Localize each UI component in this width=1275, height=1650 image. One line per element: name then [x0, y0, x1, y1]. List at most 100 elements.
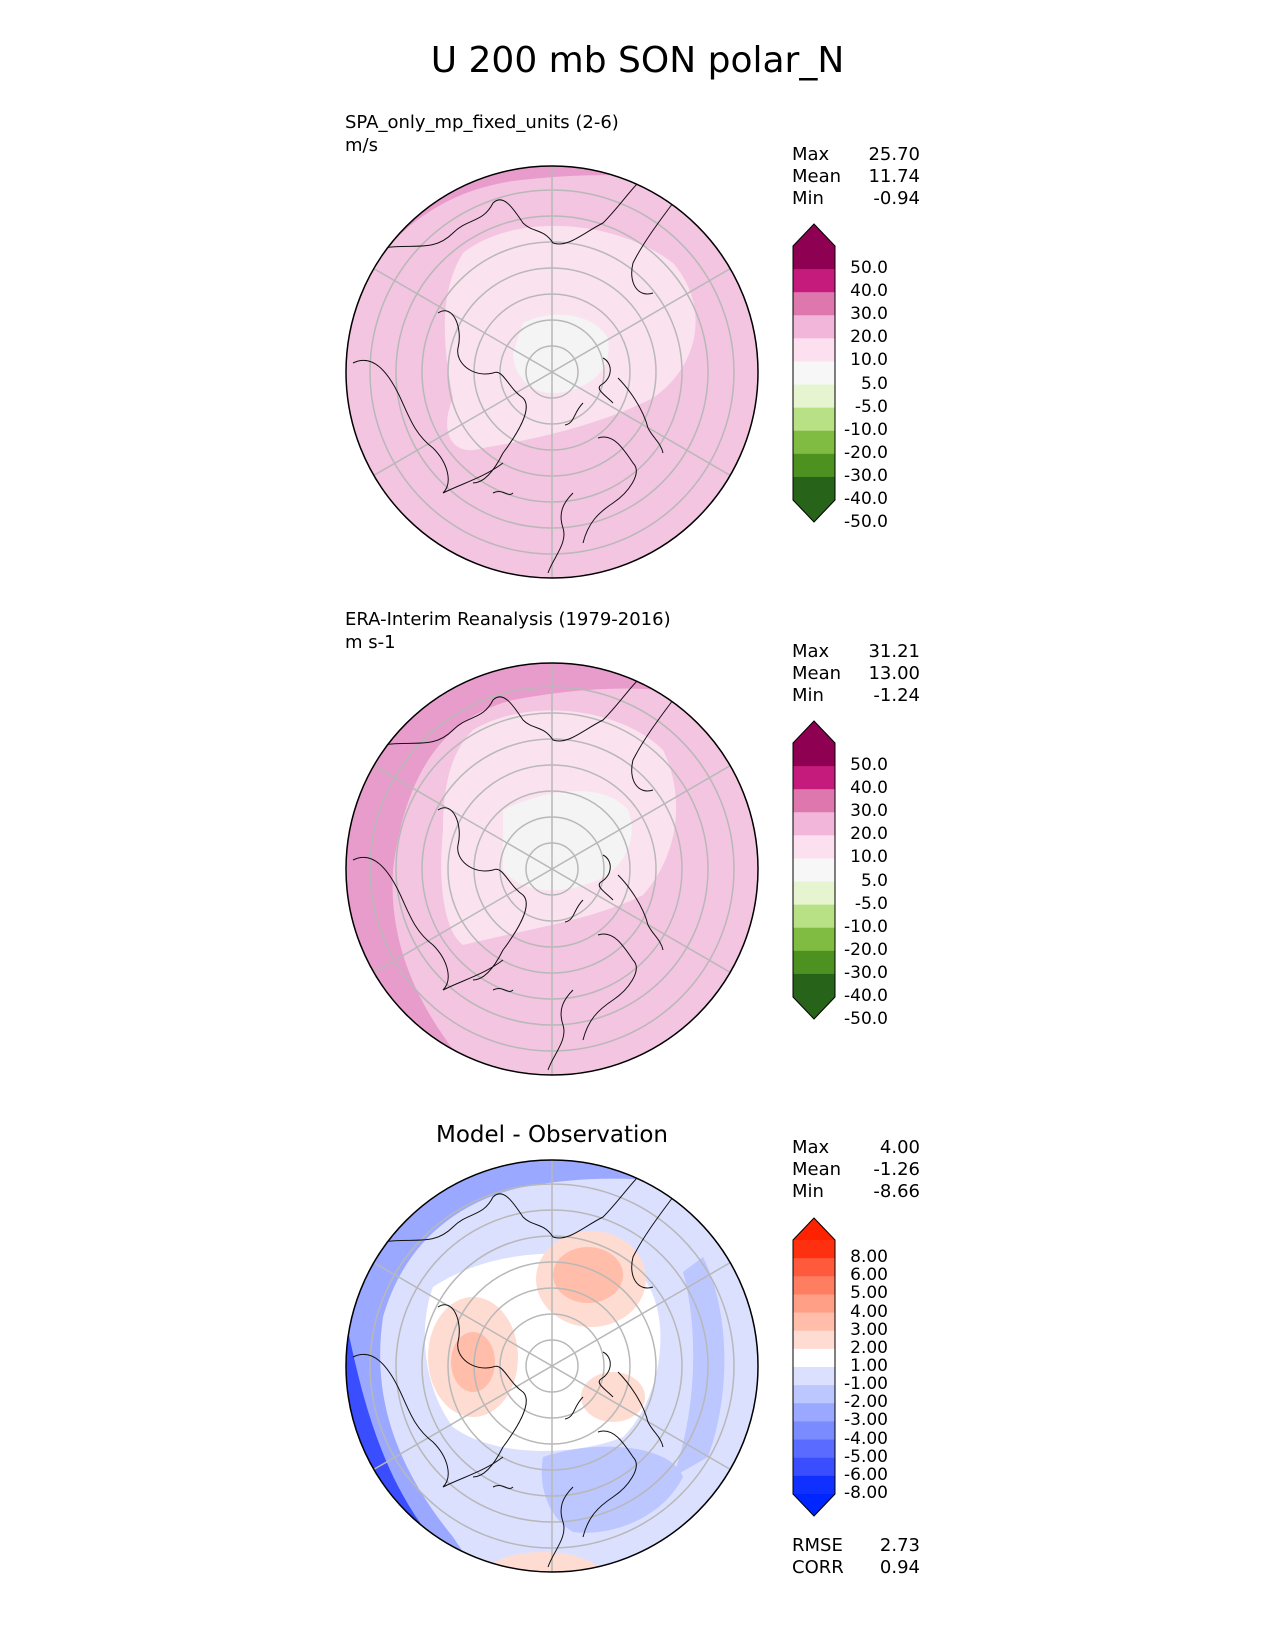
colorbar-tick-label: 5.0	[860, 373, 888, 394]
colorbar-segment	[793, 315, 835, 339]
panel3-stats: Max 4.00 Mean -1.26 Min -8.66	[792, 1137, 920, 1203]
stat-min-value: -1.24	[873, 685, 920, 706]
colorbar-tick-label: -5.0	[854, 396, 888, 417]
colorbar-segment	[793, 430, 835, 455]
stat-mean-label: Mean	[792, 663, 842, 684]
colorbar-segment	[793, 1330, 835, 1350]
colorbar-segment	[793, 904, 835, 929]
colorbar-tick-label: 5.00	[850, 1283, 888, 1304]
colorbar-tick-label: 40.0	[850, 281, 888, 302]
colorbar-outline	[792, 1217, 836, 1517]
panel1-polar-map	[345, 165, 759, 579]
colorbar-segment	[793, 269, 835, 293]
corr-value: 0.94	[879, 1557, 920, 1578]
field-band-near-zero	[503, 791, 632, 891]
colorbar-segment	[793, 338, 835, 362]
colorbar-segment	[793, 407, 835, 432]
coastlines	[352, 1176, 674, 1568]
panel3-title: Model - Observation	[435, 1122, 669, 1148]
colorbar-tick-label: -6.00	[844, 1464, 888, 1485]
colorbar-segment	[793, 1385, 835, 1404]
colorbar-tick-label: 5.0	[860, 870, 888, 891]
colorbar-segment	[793, 950, 835, 975]
diff-band-minus2-minus3	[673, 1257, 725, 1477]
colorbar-segment	[793, 789, 835, 813]
colorbar-segment	[793, 927, 835, 952]
colorbar-tick-label: 8.00	[850, 1247, 888, 1268]
map-boundary	[345, 165, 759, 579]
colorbar-tick-label: -5.00	[844, 1446, 888, 1467]
colorbar-tick-label: 20.0	[850, 327, 888, 348]
colorbar-segment	[793, 292, 835, 316]
coastlines	[352, 679, 674, 1071]
colorbar-tick-label: 30.0	[850, 304, 888, 325]
colorbar-tick-label: -1.00	[844, 1374, 888, 1395]
diff-band-2-3	[553, 1247, 623, 1303]
colorbar-tick-label: -30.0	[844, 465, 888, 486]
field-band-near-zero	[513, 314, 609, 394]
colorbar-tick-label: -50.0	[844, 512, 888, 533]
colorbar-tick-label: -10.0	[844, 916, 888, 937]
coastlines	[352, 182, 674, 574]
colorbar-segment	[793, 743, 835, 767]
colorbar-tick-label: 1.00	[850, 1356, 888, 1376]
colorbar-extend-high	[793, 721, 835, 743]
diff-band-minus2-minus3	[541, 1446, 683, 1533]
stat-min-value: -0.94	[873, 188, 920, 209]
colorbar-segment	[793, 1421, 835, 1441]
colorbar-segment	[793, 1258, 835, 1277]
stat-min-label: Min	[792, 188, 824, 209]
stat-max-label: Max	[792, 641, 830, 662]
panel2-title: ERA-Interim Reanalysis (1979-2016) m s-1	[345, 608, 671, 654]
stat-max-value: 31.21	[868, 641, 920, 662]
colorbar-outline	[792, 720, 836, 1020]
colorbar-tick-label: -50.0	[844, 1009, 888, 1030]
stat-min-label: Min	[792, 1181, 824, 1202]
colorbar-tick-label: -20.0	[844, 442, 888, 463]
panel3-colorbar: 8.00 6.00 5.00 4.00 3.00 2.00 1.00 -1.00 -2.00 -3…	[792, 1217, 888, 1517]
colorbar-segment	[793, 881, 835, 906]
stat-max-label: Max	[792, 144, 830, 165]
colorbar-segment	[793, 1457, 835, 1477]
colorbar-extend-low	[793, 1494, 835, 1516]
colorbar-tick-label: 10.0	[850, 350, 888, 371]
colorbar-tick-label: 30.0	[850, 801, 888, 822]
stat-mean-label: Mean	[792, 166, 842, 187]
rmse-value: 2.73	[879, 1535, 920, 1556]
stat-mean-value: 11.74	[868, 166, 920, 187]
colorbar-segment	[793, 858, 835, 883]
colorbar-segment	[793, 1367, 835, 1386]
colorbar-segment	[793, 835, 835, 859]
panel2-stats: Max 31.21 Mean 13.00 Min -1.24	[792, 641, 920, 707]
colorbar-tick-label: -20.0	[844, 939, 888, 960]
colorbar-svg	[792, 223, 836, 523]
colorbar-tick-label: 4.00	[850, 1301, 888, 1322]
colorbar-segment	[793, 1439, 835, 1459]
map-boundary	[345, 1159, 759, 1573]
map-boundary	[345, 662, 759, 1076]
graticule	[369, 166, 735, 578]
colorbar-segment	[793, 476, 835, 501]
panel1-units: m/s	[345, 135, 378, 156]
stat-max-value: 4.00	[879, 1137, 920, 1158]
colorbar-tick-label: -40.0	[844, 489, 888, 509]
colorbar-tick-label: 10.0	[850, 847, 888, 868]
stat-mean-value: 13.00	[868, 663, 920, 684]
colorbar-segment	[793, 1403, 835, 1422]
rmse-label: RMSE	[792, 1535, 843, 1556]
colorbar-tick-label: 50.0	[850, 755, 888, 776]
figure-title: U 200 mb SON polar_N	[430, 40, 845, 81]
colorbar-tick-label: -30.0	[844, 962, 888, 983]
panel1-colorbar: 50.0 40.0 30.0 20.0 10.0 5.0 -5.0 -10.0 -20.0 -30…	[792, 223, 888, 532]
panel2-colorbar: 50.0 40.0 30.0 20.0 10.0 5.0 -5.0 -10.0 -20.0 -30…	[792, 720, 888, 1029]
colorbar-segment	[793, 973, 835, 998]
panel1-title: SPA_only_mp_fixed_units (2-6) m/s	[345, 111, 619, 157]
panel3-skill-scores: RMSE 2.73 CORR 0.94	[792, 1535, 920, 1579]
colorbar-tick-label: 2.00	[850, 1337, 888, 1358]
colorbar-tick-label: 20.0	[850, 824, 888, 845]
colorbar-tick-label: -3.00	[844, 1410, 888, 1431]
colorbar-tick-label: 6.00	[850, 1265, 888, 1286]
colorbar-segment	[793, 1294, 835, 1314]
colorbar-segment	[793, 1312, 835, 1332]
colorbar-segment	[793, 766, 835, 790]
